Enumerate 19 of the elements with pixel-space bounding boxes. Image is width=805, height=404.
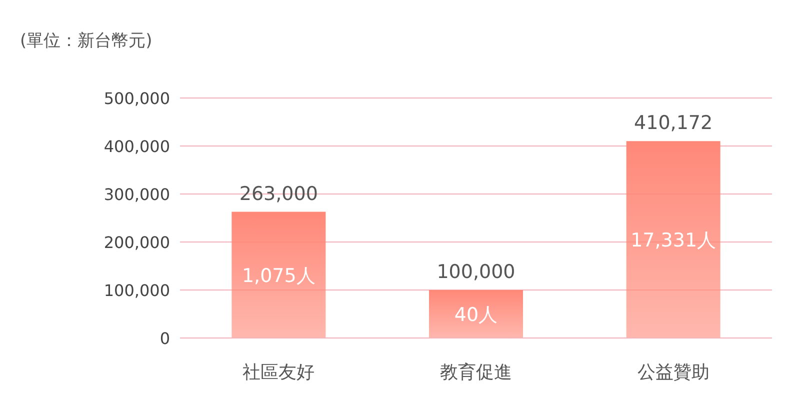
- y-tick-label: 100,000: [104, 281, 170, 300]
- x-tick-label: 公益贊助: [637, 362, 710, 383]
- bar: [626, 141, 720, 338]
- y-tick-label: 200,000: [104, 233, 170, 252]
- bar: [429, 290, 523, 338]
- x-tick-label: 社區友好: [242, 362, 315, 383]
- bar: [232, 212, 326, 338]
- data-label: 100,000: [436, 261, 516, 283]
- x-tick-label: 教育促進: [440, 362, 512, 383]
- annotation: 17,331人: [630, 230, 716, 252]
- y-tick-label: 500,000: [104, 89, 170, 108]
- data-label: 263,000: [239, 182, 318, 205]
- annotation: 1,075人: [242, 264, 316, 287]
- y-tick-label: 400,000: [104, 137, 170, 156]
- data-label: 410,172: [634, 112, 713, 134]
- y-tick-label: 300,000: [104, 185, 170, 204]
- chart-title: (單位：新台幣元): [20, 31, 152, 51]
- annotation: 40人: [454, 304, 498, 326]
- y-tick-label: 0: [160, 329, 170, 348]
